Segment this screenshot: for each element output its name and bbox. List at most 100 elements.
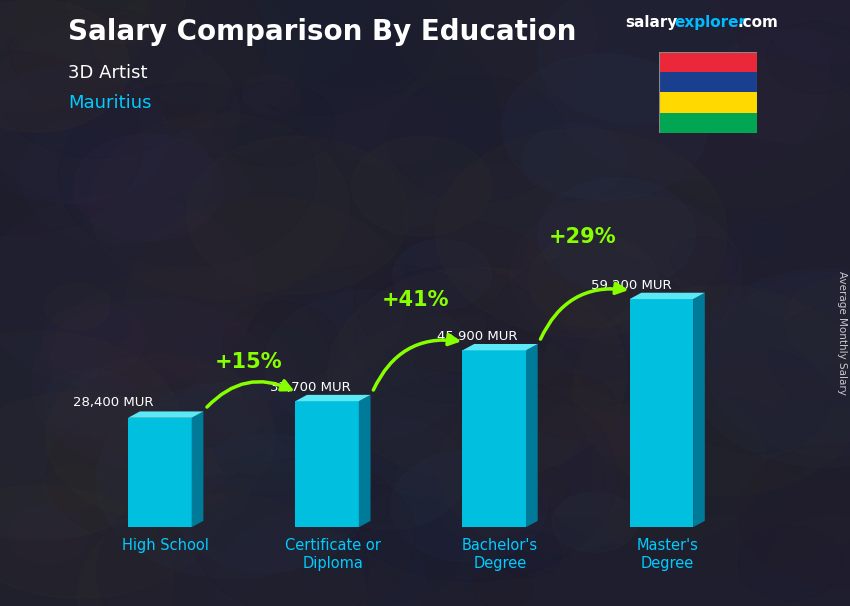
Polygon shape <box>295 401 359 527</box>
Polygon shape <box>462 350 526 527</box>
Text: 59,200 MUR: 59,200 MUR <box>591 279 672 292</box>
Circle shape <box>502 54 707 201</box>
Text: +29%: +29% <box>549 227 616 247</box>
Circle shape <box>295 485 463 605</box>
Circle shape <box>529 378 766 547</box>
Circle shape <box>8 0 265 135</box>
Circle shape <box>214 81 335 167</box>
Circle shape <box>541 310 623 368</box>
Circle shape <box>126 197 408 399</box>
Circle shape <box>264 290 473 439</box>
Circle shape <box>242 471 303 515</box>
Circle shape <box>8 505 88 563</box>
Circle shape <box>388 76 565 202</box>
Circle shape <box>313 379 604 587</box>
Circle shape <box>0 331 185 541</box>
Circle shape <box>552 492 637 553</box>
Circle shape <box>217 508 425 606</box>
Circle shape <box>309 418 467 530</box>
Polygon shape <box>659 92 756 113</box>
Text: 45,900 MUR: 45,900 MUR <box>437 330 518 343</box>
Circle shape <box>64 356 248 487</box>
Circle shape <box>0 290 245 491</box>
Circle shape <box>73 0 371 108</box>
Circle shape <box>0 22 240 207</box>
Circle shape <box>472 566 532 606</box>
Circle shape <box>486 255 697 406</box>
Circle shape <box>0 485 173 606</box>
Circle shape <box>31 298 272 470</box>
Circle shape <box>325 373 617 581</box>
Circle shape <box>688 268 850 467</box>
Text: +41%: +41% <box>382 290 450 310</box>
Circle shape <box>435 129 728 337</box>
Circle shape <box>326 315 587 502</box>
Circle shape <box>173 435 366 572</box>
Circle shape <box>354 222 568 374</box>
Text: salary: salary <box>625 15 677 30</box>
Circle shape <box>239 264 526 469</box>
Polygon shape <box>630 299 693 527</box>
Circle shape <box>0 8 203 158</box>
Polygon shape <box>462 344 538 350</box>
Circle shape <box>768 0 850 64</box>
Circle shape <box>0 0 145 61</box>
Circle shape <box>0 0 94 101</box>
Text: 28,400 MUR: 28,400 MUR <box>73 396 153 409</box>
Circle shape <box>43 303 145 376</box>
Circle shape <box>769 304 850 408</box>
Circle shape <box>438 387 671 553</box>
Circle shape <box>43 369 138 436</box>
Circle shape <box>242 74 299 115</box>
Circle shape <box>547 0 830 182</box>
Circle shape <box>499 464 569 513</box>
Text: 32,700 MUR: 32,700 MUR <box>270 381 351 394</box>
Circle shape <box>630 467 683 504</box>
Polygon shape <box>693 293 705 527</box>
Text: explorer: explorer <box>674 15 746 30</box>
Circle shape <box>146 324 382 493</box>
Circle shape <box>711 28 850 143</box>
Circle shape <box>355 266 547 403</box>
Circle shape <box>524 196 731 344</box>
Circle shape <box>0 66 167 204</box>
Polygon shape <box>659 72 756 92</box>
Circle shape <box>785 278 850 365</box>
Circle shape <box>738 442 850 587</box>
Circle shape <box>314 442 395 501</box>
Circle shape <box>187 136 408 294</box>
Circle shape <box>502 407 655 517</box>
Circle shape <box>586 416 643 456</box>
Polygon shape <box>128 411 203 418</box>
Circle shape <box>0 392 224 598</box>
Circle shape <box>352 136 491 236</box>
Circle shape <box>393 240 491 310</box>
Circle shape <box>47 405 240 542</box>
Text: Salary Comparison By Education: Salary Comparison By Education <box>68 18 576 46</box>
Circle shape <box>73 134 223 241</box>
Circle shape <box>537 0 738 124</box>
Circle shape <box>196 500 265 550</box>
Polygon shape <box>359 395 371 527</box>
Polygon shape <box>659 52 756 72</box>
Polygon shape <box>630 293 705 299</box>
Circle shape <box>97 475 368 606</box>
Circle shape <box>763 388 850 480</box>
Circle shape <box>573 286 850 496</box>
Circle shape <box>497 531 562 577</box>
Circle shape <box>511 193 742 358</box>
Text: .com: .com <box>738 15 779 30</box>
Circle shape <box>415 341 478 386</box>
Polygon shape <box>659 113 756 133</box>
Circle shape <box>193 458 416 606</box>
Circle shape <box>123 394 266 496</box>
Text: Average Monthly Salary: Average Monthly Salary <box>837 271 847 395</box>
Circle shape <box>0 0 129 132</box>
Text: +15%: +15% <box>215 352 282 372</box>
Circle shape <box>529 235 659 327</box>
Circle shape <box>99 335 196 404</box>
Circle shape <box>178 469 249 520</box>
Text: 3D Artist: 3D Artist <box>68 64 148 82</box>
Circle shape <box>77 494 366 606</box>
Circle shape <box>526 375 616 439</box>
